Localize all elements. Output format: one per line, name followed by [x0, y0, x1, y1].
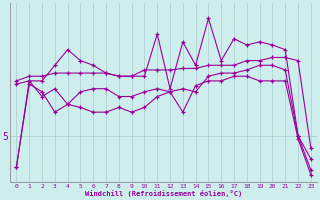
X-axis label: Windchill (Refroidissement éolien,°C): Windchill (Refroidissement éolien,°C)	[85, 190, 242, 197]
